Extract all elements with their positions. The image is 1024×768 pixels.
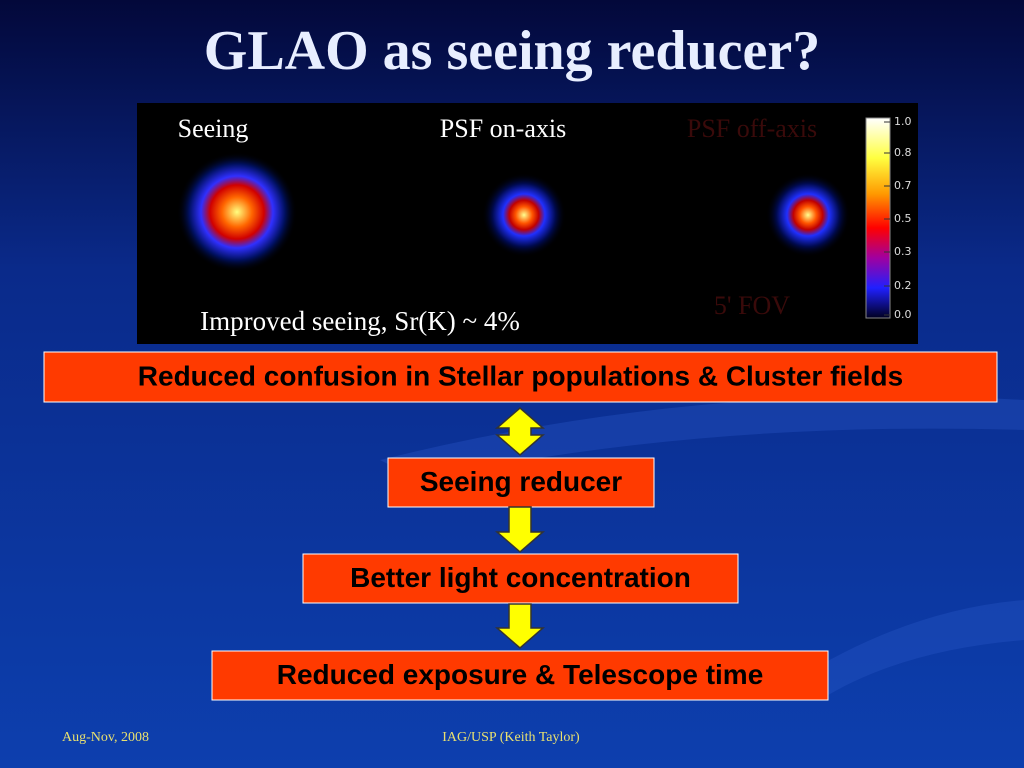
colorbar-ticks: 1.0 0.8 0.7 0.5 0.3 0.2 0.0 — [884, 115, 912, 321]
colorbar-tick-label: 1.0 — [894, 115, 912, 128]
flow-box-label: Reduced exposure & Telescope time — [277, 659, 764, 690]
decor-swoosh — [380, 396, 1024, 480]
psf-blob — [482, 173, 566, 257]
panel-label: PSF on-axis — [440, 114, 566, 143]
double-arrow — [494, 407, 546, 456]
colorbar-tick-label: 0.0 — [894, 308, 912, 321]
slide-title: GLAO as seeing reducer? — [204, 20, 820, 82]
image-panel: Seeing PSF on-axis PSF off-axis Improved… — [137, 103, 918, 344]
panel-caption: Improved seeing, Sr(K) ~ 4% — [200, 306, 520, 336]
psf-blob — [766, 173, 850, 257]
colorbar-tick-label: 0.8 — [894, 146, 912, 159]
panel-label: Seeing — [178, 114, 249, 143]
colorbar-tick-label: 0.5 — [894, 212, 912, 225]
flow-box — [211, 650, 829, 701]
flow-box-label: Reduced confusion in Stellar populations… — [138, 360, 903, 391]
flow-box-label: Seeing reducer — [420, 466, 622, 497]
decor-swoosh — [780, 600, 1024, 700]
fov-label: 5' FOV — [714, 291, 790, 320]
down-arrow — [494, 603, 546, 649]
panel-label: PSF off-axis — [687, 114, 817, 143]
flow-box — [43, 351, 998, 403]
psf-blob — [177, 152, 297, 272]
flow-box-label: Better light concentration — [350, 562, 691, 593]
flow-box — [302, 553, 739, 604]
footer-date: Aug-Nov, 2008 — [62, 730, 149, 745]
colorbar-tick-label: 0.3 — [894, 245, 912, 258]
colorbar-tick-label: 0.2 — [894, 279, 912, 292]
colorbar-tick-label: 0.7 — [894, 179, 912, 192]
footer-credit: IAG/USP (Keith Taylor) — [442, 730, 580, 745]
down-arrow — [494, 506, 546, 553]
colorbar — [865, 117, 891, 319]
flow: Reduced confusion in Stellar populations… — [43, 351, 998, 701]
